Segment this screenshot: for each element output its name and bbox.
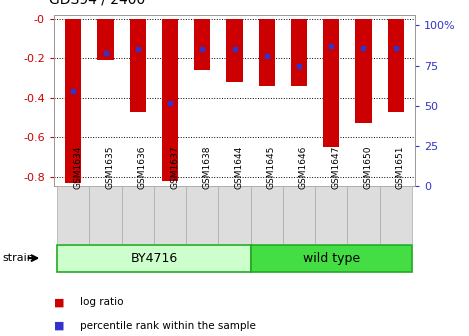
Bar	[98, 19, 113, 60]
Bar	[250, 186, 283, 244]
Bar	[65, 19, 81, 182]
Text: GSM1634: GSM1634	[73, 145, 82, 189]
Bar	[283, 186, 315, 244]
Bar	[57, 186, 90, 244]
Text: GSM1638: GSM1638	[202, 145, 211, 189]
Text: ■: ■	[54, 321, 64, 331]
Bar	[379, 186, 412, 244]
Text: GSM1636: GSM1636	[138, 145, 147, 189]
Bar	[121, 186, 154, 244]
Bar	[130, 19, 146, 112]
Bar	[90, 186, 121, 244]
Text: GSM1650: GSM1650	[363, 145, 372, 189]
Text: log ratio: log ratio	[80, 297, 123, 307]
Bar	[227, 19, 242, 82]
Text: percentile rank within the sample: percentile rank within the sample	[80, 321, 256, 331]
Bar	[323, 19, 339, 147]
Bar	[194, 19, 210, 70]
Text: GSM1647: GSM1647	[331, 145, 340, 189]
Text: GSM1637: GSM1637	[170, 145, 179, 189]
Text: strain: strain	[2, 253, 34, 263]
Bar	[162, 19, 178, 180]
Bar	[250, 245, 412, 272]
Bar	[315, 186, 348, 244]
Bar	[259, 19, 275, 86]
Bar	[348, 186, 379, 244]
Text: GSM1646: GSM1646	[299, 145, 308, 189]
Text: GSM1651: GSM1651	[396, 145, 405, 189]
Text: GSM1645: GSM1645	[267, 145, 276, 189]
Bar	[388, 19, 404, 112]
Text: BY4716: BY4716	[130, 252, 177, 265]
Bar	[291, 19, 307, 86]
Bar	[186, 186, 219, 244]
Bar	[356, 19, 371, 123]
Bar	[57, 245, 250, 272]
Bar	[154, 186, 186, 244]
Text: GSM1644: GSM1644	[234, 145, 243, 189]
Text: wild type: wild type	[303, 252, 360, 265]
Text: ■: ■	[54, 297, 64, 307]
Text: GSM1635: GSM1635	[106, 145, 114, 189]
Text: GDS94 / 2400: GDS94 / 2400	[49, 0, 145, 7]
Bar	[219, 186, 250, 244]
